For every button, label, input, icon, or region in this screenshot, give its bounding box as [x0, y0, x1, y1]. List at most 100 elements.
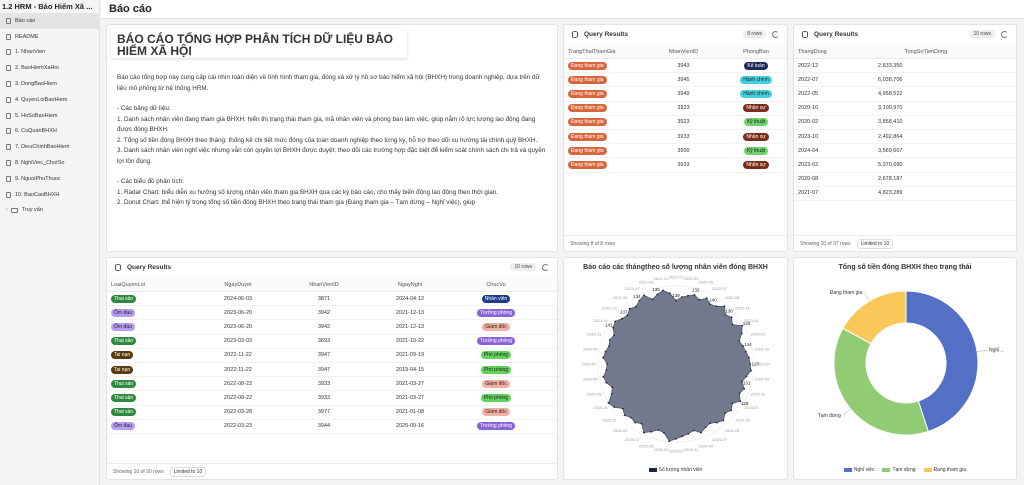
cell-value: 3945	[677, 76, 690, 83]
table-row[interactable]: Đang tham gia 3945 Hành chính	[564, 73, 787, 88]
table-row[interactable]: 2021-07 4,823,289	[794, 187, 1016, 201]
table-row[interactable]: 2024-04 3,569,607	[794, 144, 1016, 159]
table-row[interactable]: Thai sản 2024-06-03 3871 2024-04-12 Nhân viê…	[107, 292, 557, 307]
table-row[interactable]: 2023-02 5,370,680	[794, 158, 1016, 173]
table-row[interactable]: Đang tham gia 3900 Kỹ thuật	[564, 144, 787, 159]
table-row[interactable]: 2022-12 2,633,350	[794, 59, 1016, 74]
column-header[interactable]: LoaiQuyenLoi	[111, 281, 145, 288]
radar-point	[738, 392, 741, 395]
table-row[interactable]: Đang tham gia 3949 Hành chính	[564, 87, 787, 102]
table-row[interactable]: Thai sản 2022-03-28 3977 2021-01-08 Giám đốc	[107, 406, 557, 420]
table-cell: 3,858,410	[874, 119, 974, 125]
sidebar-item-label: 1. NhanVien	[15, 49, 46, 56]
table-cell: 2022-03-28	[193, 409, 279, 415]
table-row[interactable]: Tai nạn 2022-11-22 3947 2019-04-15 Phó phòng	[107, 363, 557, 378]
sidebar-item-10[interactable]: 9. NguoiPhuThuoc	[0, 171, 99, 187]
cell-value: 2022-03-28	[223, 409, 253, 416]
radar-axis-label: 2023-09	[754, 377, 769, 382]
legend-item[interactable]: Đang tham gia	[923, 467, 966, 473]
limit-button[interactable]: Limited to 10	[169, 466, 207, 477]
limit-button[interactable]: Limited to 10	[856, 238, 894, 249]
sidebar-item-6[interactable]: 5. HoSoBaoHiem	[0, 108, 99, 124]
table-row[interactable]: Tai nạn 2022-11-22 3947 2021-09-19 Phó phòng	[107, 349, 557, 363]
sidebar-item-2[interactable]: 1. NhanVien	[0, 45, 99, 61]
cell-value: 3,100,970	[878, 105, 903, 112]
cell-value: 2,492,864	[878, 133, 903, 140]
refresh-icon[interactable]	[772, 30, 779, 38]
refresh-icon[interactable]	[542, 263, 549, 271]
radar-point	[612, 326, 614, 329]
table-row[interactable]: Thai sản 2022-08-22 3933 2021-03-27 Giám đốc	[107, 377, 557, 392]
cell-value: 2020-02	[798, 119, 819, 126]
legend-item[interactable]: Nghỉ việc	[843, 467, 874, 473]
radar-grid-ring	[597, 285, 755, 443]
radar-axis-label: 2021-05	[613, 295, 628, 300]
radar-axis-label: 2023-07	[756, 362, 771, 367]
cell-value: 6,038,706	[878, 76, 903, 83]
table-row[interactable]: Đang tham gia 3933 Nhân sự	[564, 130, 787, 145]
column-header[interactable]: NgayNghi	[397, 281, 423, 288]
column-header[interactable]: NgayDuyet	[224, 281, 252, 288]
table-row[interactable]: Đang tham gia 3923 Nhân sự	[564, 102, 787, 116]
sidebar-item-1[interactable]: README	[0, 29, 99, 45]
table-cell: Ốm đau	[107, 308, 193, 317]
table-row[interactable]: 2022-07 6,038,706	[794, 73, 1016, 88]
value-pill: Nhân sự	[743, 132, 769, 141]
sidebar-item-9[interactable]: 8. NghiViec_ChotSo	[0, 155, 99, 171]
sidebar-item-0[interactable]: Báo cáo	[0, 13, 99, 29]
query-table: ThangDong TongSoTienDong 2022-12 2,633,350 2…	[794, 45, 1016, 201]
sidebar-item-8[interactable]: 7. DieuChinhBaoHiem	[0, 139, 99, 155]
table-row[interactable]: 2020-08 2,678,187	[794, 173, 1016, 187]
table-row[interactable]: 2022-05 4,958,522	[794, 87, 1016, 102]
table-row[interactable]: Đang tham gia 3943 Kế toán	[564, 59, 787, 74]
radar-data-label: 139	[672, 293, 680, 298]
table-row[interactable]: Ốm đau 2023-06-20 3942 2021-12-13 Trưởng phò…	[107, 306, 557, 321]
value-pill: Tai nạn	[111, 365, 134, 374]
column-header[interactable]: TongSoTienDong	[904, 48, 948, 55]
column-header[interactable]: ThangDong	[798, 48, 827, 55]
slice-label-line	[977, 349, 988, 352]
value-pill: Đang tham gia	[568, 132, 607, 141]
sidebar-item-11[interactable]: 10. BaoCaoBHXH	[0, 187, 99, 203]
column-header[interactable]: NhanVienID	[668, 48, 699, 55]
value-pill: Hành chính	[740, 75, 772, 84]
table-cell: 3944	[279, 423, 365, 429]
table-row[interactable]: Ốm đau 2022-03-23 3944 2025-09-16 Trưởng phò…	[107, 420, 557, 434]
radar-legend: Số lượng nhân viên	[564, 467, 787, 473]
cell-value: 2020-10	[798, 105, 819, 112]
refresh-icon[interactable]	[1001, 30, 1008, 38]
file-icon	[6, 17, 11, 24]
table-row[interactable]: Đang tham gia 3933 Nhân sự	[564, 158, 787, 173]
radar-data-label: 137	[620, 309, 628, 314]
sidebar-item-5[interactable]: 4. QuyenLoiBaoHiem	[0, 92, 99, 108]
radar-point	[722, 419, 725, 422]
radar-axis-label: 2022-03	[684, 276, 699, 281]
radar-point	[607, 402, 610, 404]
table-cell: 3945	[644, 77, 719, 83]
table-row[interactable]: Thai sản 2023-03-03 3893 2021-10-22 Trưởng p…	[107, 335, 557, 349]
radar-point	[730, 316, 733, 319]
table-row[interactable]: 2020-10 3,100,970	[794, 102, 1016, 116]
sidebar-item-4[interactable]: 3. DongBaoHiem	[0, 76, 99, 92]
table-cell: 6,038,706	[874, 77, 974, 83]
table-cell: 2021-10-22	[365, 338, 451, 344]
column-header[interactable]: NhanVienID	[309, 281, 339, 288]
column-header[interactable]: TrangThaiThamGia	[568, 48, 616, 55]
table-row[interactable]: Thai sản 2022-08-22 3933 2021-03-27 Phó phòn…	[107, 391, 557, 406]
column-header[interactable]: PhongBan	[743, 48, 769, 55]
column-header[interactable]: ChucVu	[486, 281, 506, 288]
table-row[interactable]: Đang tham gia 3923 Kỹ thuật	[564, 116, 787, 130]
table-row[interactable]: 2020-02 3,858,410	[794, 116, 1016, 130]
table-row[interactable]: Ốm đau 2023-06-20 3942 2021-12-13 Giám đốc	[107, 320, 557, 335]
slice-label-line	[842, 408, 851, 416]
legend-item[interactable]: Tạm dừng	[882, 467, 916, 473]
sidebar-folder-truy-van[interactable]: › Truy vấn	[0, 203, 99, 219]
table-footer: Showing 10 of 37 rows Limited to 10	[794, 235, 1016, 251]
radar-axis-label: 2025-07	[625, 437, 640, 442]
sidebar-item-3[interactable]: 2. BaoHiemXaHoi	[0, 60, 99, 76]
sidebar-item-7[interactable]: 6. CoQuanBHXH	[0, 124, 99, 140]
cell-value: 3923	[677, 119, 690, 126]
chevron-right-icon[interactable]: ›	[6, 207, 8, 214]
table-row[interactable]: 2023-10 2,492,864	[794, 130, 1016, 145]
table-cell: Ốm đau	[107, 322, 193, 331]
